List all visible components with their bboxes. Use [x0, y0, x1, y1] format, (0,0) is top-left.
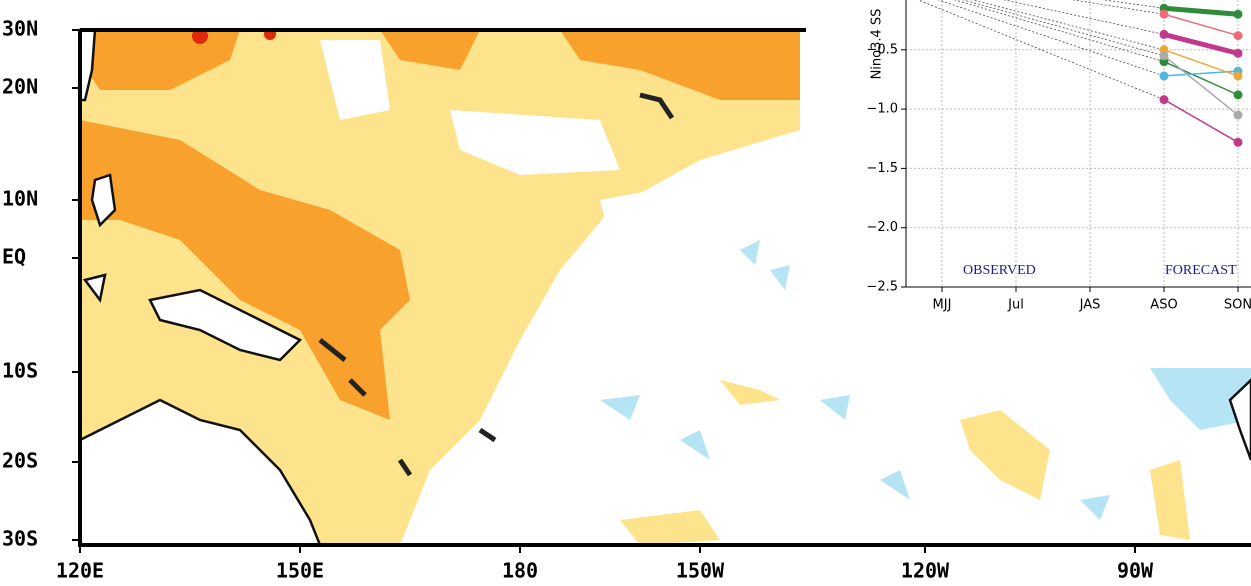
axis: [905, 0, 1251, 288]
lon-label: 120W: [901, 559, 950, 583]
data-point: [1233, 110, 1243, 120]
lat-label: 20S: [2, 449, 38, 473]
data-point: [1233, 48, 1243, 58]
lon-axis: 120E 150E 180 150W 120W 90W: [56, 545, 1154, 583]
data-point: [1159, 71, 1169, 81]
lat-label: 10N: [2, 187, 38, 211]
data-point: [1159, 95, 1169, 105]
x-tick-label: SON: [1224, 298, 1251, 313]
lat-label: 30S: [2, 527, 38, 551]
series-line: [1163, 49, 1239, 77]
y-tick-label: −2.5: [866, 280, 898, 295]
lat-label: 20N: [2, 75, 38, 99]
data-point: [1233, 137, 1243, 147]
lon-label: 150W: [676, 559, 725, 583]
anomaly-moderate: [80, 30, 800, 420]
series-line: [1163, 98, 1239, 143]
land: [78, 28, 1251, 547]
x-tick-label: JAS: [1079, 298, 1101, 313]
x-tick-label: MJJ: [933, 298, 952, 313]
y-tick-label: −0.5: [866, 42, 898, 57]
anomaly-weak: [80, 30, 800, 545]
data-point: [1159, 51, 1169, 61]
y-axis-label: Nino3.4 SS: [870, 9, 885, 80]
annotation: OBSERVED: [963, 263, 1036, 278]
y-tick-label: −1.0: [866, 102, 898, 117]
connector: [937, 0, 1165, 77]
data-point: [1233, 31, 1243, 41]
data-point: [1233, 90, 1243, 100]
lat-label: 30N: [2, 17, 38, 41]
x-tick-label: ASO: [1150, 298, 1177, 313]
connector: [1003, 0, 1165, 35]
annotation: FORECAST: [1165, 263, 1237, 278]
series-line: [1163, 60, 1239, 96]
lon-label: 150E: [276, 559, 324, 583]
island: [318, 92, 675, 477]
series-line: [1163, 13, 1239, 37]
y-tick-label: −2.0: [866, 220, 898, 235]
lat-axis: 30N 20N 10N EQ 10S 20S 30S: [2, 17, 80, 551]
data-point: [1159, 29, 1169, 39]
lon-label: 90W: [1117, 559, 1154, 583]
plume-chart: −2.5 −2.0 −1.5 −1.0 −0.5 MJJ Jul JAS ASO SON Nino…: [806, 0, 1251, 368]
series-line: [1163, 55, 1239, 116]
data-point: [1233, 71, 1243, 81]
connector: [971, 0, 1165, 51]
anomaly-weak: [620, 380, 1190, 545]
connector: [1102, 0, 1165, 9]
data-point: [1233, 9, 1243, 19]
x-tick-label: Jul: [1007, 298, 1024, 313]
anomaly-none: [320, 40, 680, 250]
data-point: [1159, 9, 1169, 19]
y-tick-label: −1.5: [866, 161, 898, 176]
connector: [962, 0, 1165, 57]
plot-area: −2.5 −2.0 −1.5 −1.0 −0.5 MJJ Jul JAS ASO SON: [866, 0, 1251, 313]
series-line: [1163, 31, 1239, 56]
lon-label: 120E: [56, 559, 104, 583]
lat-label: 10S: [2, 359, 38, 383]
chart-background: [806, 0, 1251, 368]
lat-label: EQ: [2, 245, 26, 269]
series-line: [1163, 5, 1239, 17]
lon-label: 180: [502, 559, 538, 583]
connector: [917, 0, 1165, 100]
